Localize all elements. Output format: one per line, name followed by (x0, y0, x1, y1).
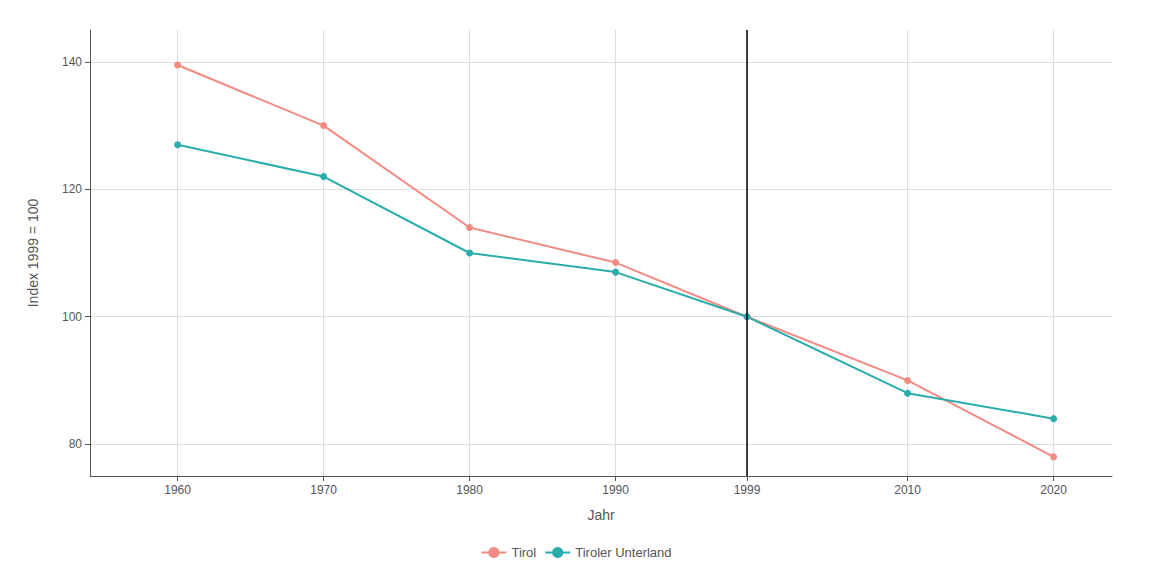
svg-text:100: 100 (62, 310, 82, 324)
svg-text:140: 140 (62, 55, 82, 69)
svg-text:2010: 2010 (894, 483, 921, 497)
svg-text:1999: 1999 (734, 483, 761, 497)
svg-text:2020: 2020 (1040, 483, 1067, 497)
svg-text:80: 80 (69, 437, 83, 451)
svg-text:Index 1999 = 100: Index 1999 = 100 (25, 198, 41, 307)
svg-text:1970: 1970 (310, 483, 337, 497)
svg-text:Tirol: Tirol (511, 545, 536, 560)
svg-text:120: 120 (62, 182, 82, 196)
svg-text:1980: 1980 (456, 483, 483, 497)
svg-text:1990: 1990 (602, 483, 629, 497)
svg-text:Tiroler Unterland: Tiroler Unterland (575, 545, 671, 560)
svg-text:Jahr: Jahr (587, 507, 615, 523)
svg-text:1960: 1960 (164, 483, 191, 497)
